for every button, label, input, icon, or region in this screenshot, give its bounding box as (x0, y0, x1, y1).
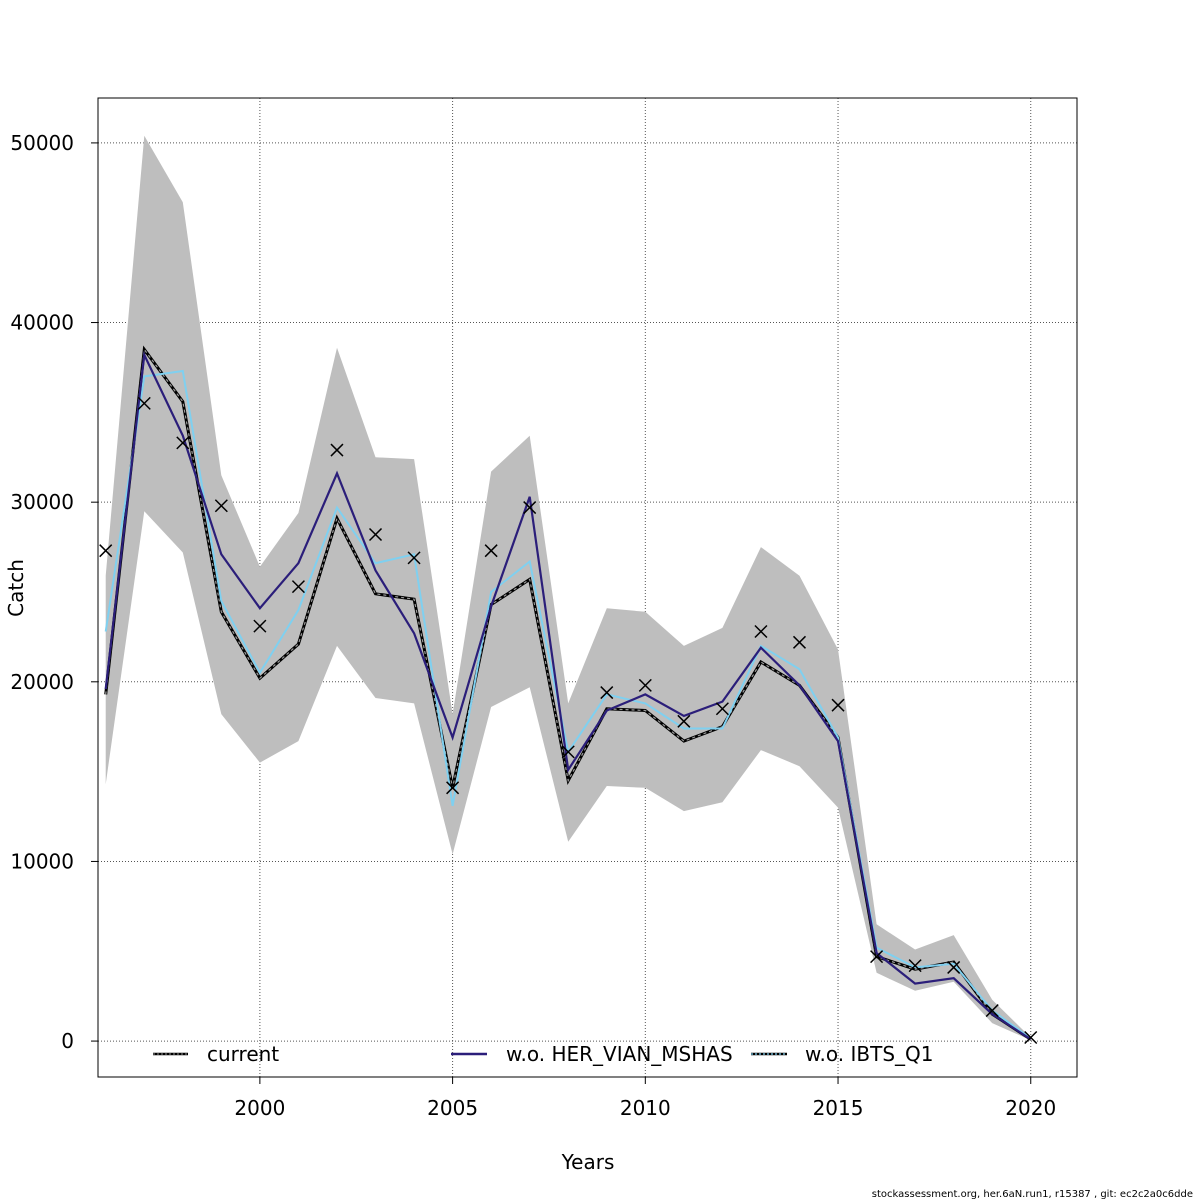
x-tick-label: 2005 (427, 1096, 478, 1120)
observed-points (99, 396, 1038, 1045)
observed-point (947, 960, 961, 974)
observed-point (1024, 1030, 1038, 1045)
y-tick-label: 10000 (10, 849, 74, 873)
observed-point (291, 580, 305, 594)
observed-point (253, 619, 267, 633)
y-tick-label: 20000 (10, 670, 74, 694)
legend-item-wo-her-vian-mshas: w.o. HER_VIAN_MSHAS (451, 1042, 733, 1066)
y-axis: 0 10000 20000 30000 40000 50000 (10, 131, 98, 1053)
observed-point (561, 745, 575, 759)
observed-point (638, 678, 652, 692)
legend-item-current: current (153, 1042, 279, 1066)
y-tick-label: 30000 (10, 490, 74, 514)
y-axis-title: Catch (4, 559, 28, 617)
x-tick-label: 2015 (813, 1096, 864, 1120)
x-axis: 2000 2005 2010 2015 2020 (234, 1077, 1056, 1120)
x-tick-label: 2000 (234, 1096, 285, 1120)
confidence-band (105, 135, 1031, 1041)
y-tick-label: 50000 (10, 131, 74, 155)
x-axis-title: Years (561, 1150, 615, 1174)
confidence-band-area (105, 135, 1031, 1041)
observed-point (792, 635, 807, 649)
legend-label: w.o. IBTS_Q1 (805, 1042, 933, 1066)
legend-label: w.o. HER_VIAN_MSHAS (506, 1042, 733, 1066)
observed-point (214, 499, 228, 513)
observed-point (870, 950, 884, 964)
series-line-wo-her-vian-mshas (104, 350, 1032, 1041)
observed-point (330, 443, 344, 457)
observed-point (677, 714, 691, 728)
footer-note: stockassessment.org, her.6aN.run1, r1538… (872, 1189, 1193, 1200)
plot-frame (97, 97, 1078, 1078)
observed-point (523, 501, 537, 515)
x-tick-label: 2020 (1005, 1096, 1056, 1120)
legend: current w.o. HER_VIAN_MSHAS w.o. IBTS_Q1 (153, 1042, 933, 1066)
observed-point (407, 551, 421, 565)
x-tick-label: 2010 (620, 1096, 671, 1120)
legend-label: current (207, 1042, 279, 1066)
observed-point (600, 686, 614, 700)
y-tick-label: 0 (61, 1029, 74, 1053)
observed-point (484, 544, 498, 558)
observed-point (99, 544, 113, 558)
observed-point (908, 959, 922, 973)
y-tick-label: 40000 (10, 311, 74, 335)
observed-point (754, 624, 768, 639)
observed-point (137, 396, 151, 410)
observed-point (368, 527, 383, 542)
observed-point (446, 781, 460, 795)
observed-point (715, 702, 729, 716)
observed-point (176, 436, 190, 450)
observed-point (985, 1004, 999, 1018)
legend-item-wo-ibts-q1: w.o. IBTS_Q1 (751, 1042, 933, 1066)
observed-point (831, 698, 845, 712)
